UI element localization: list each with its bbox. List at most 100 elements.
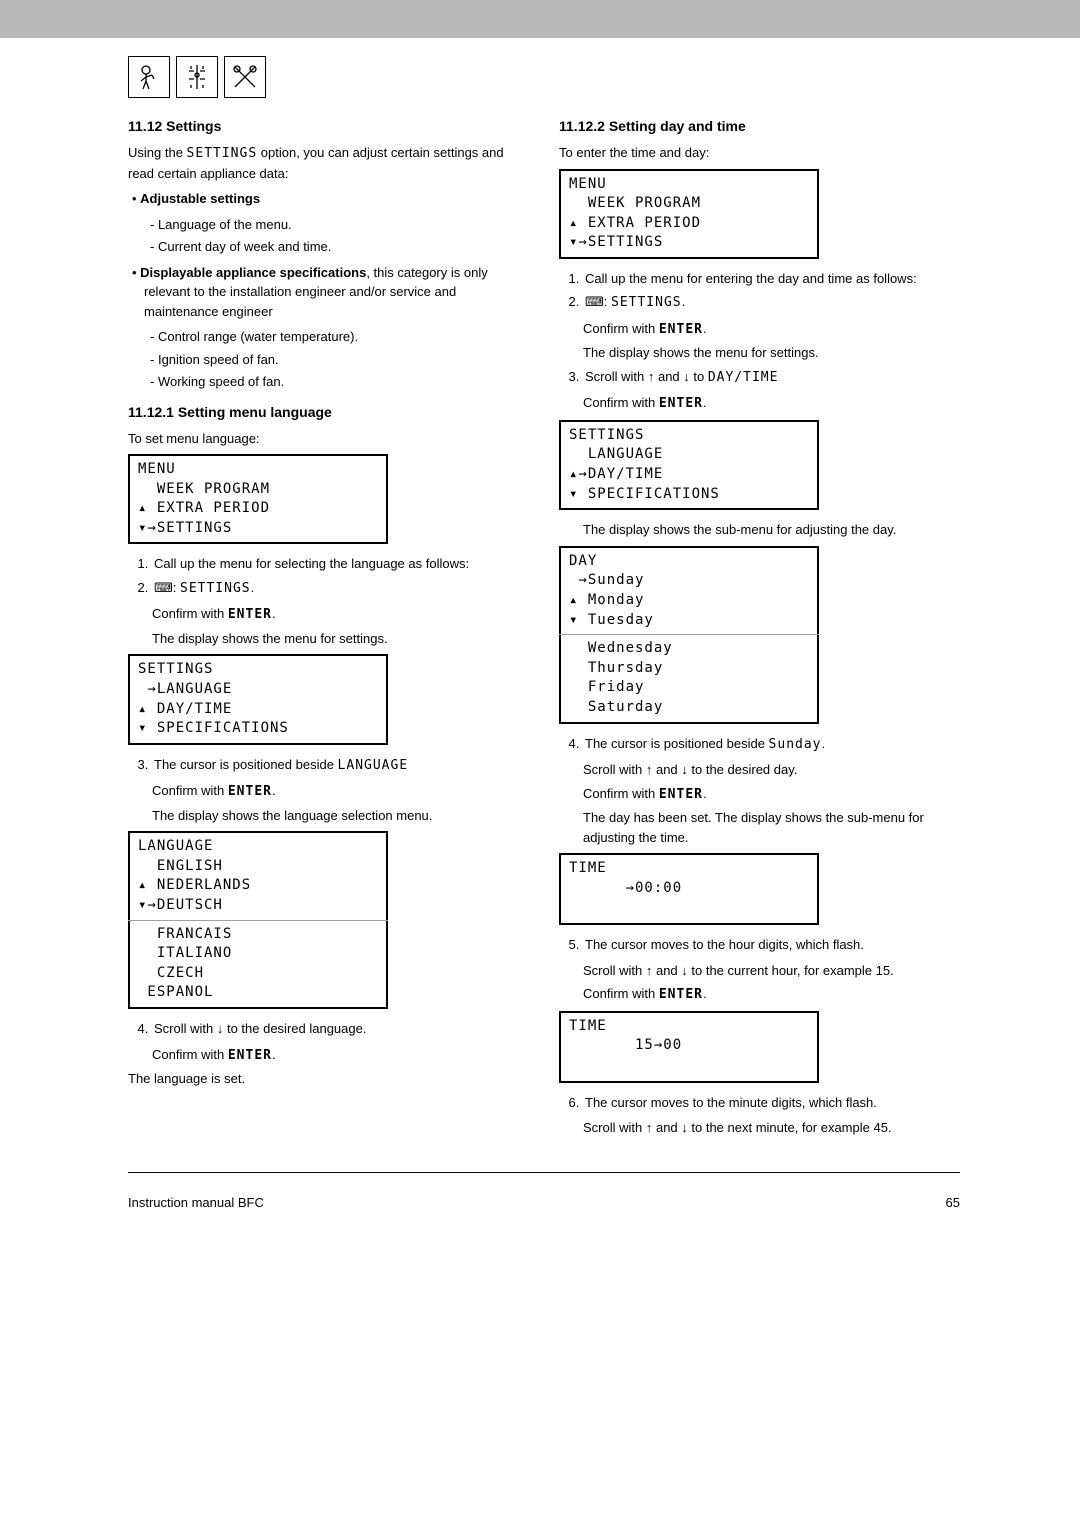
intro-a: Using the	[128, 145, 187, 160]
lang-step-2: ⌨: SETTINGS.	[152, 578, 529, 599]
lang-steps-3: The cursor is positioned beside LANGUAGE	[128, 755, 529, 776]
c4b: ENTER	[659, 322, 703, 337]
confirm-1: Confirm with ENTER.	[152, 604, 529, 625]
c5c: .	[703, 395, 707, 410]
c1c: .	[272, 606, 276, 621]
lcd-menu-1: MENU WEEK PROGRAM ▴ EXTRA PERIOD ▾→SETTI…	[128, 454, 388, 544]
dt-step-5: The cursor moves to the hour digits, whi…	[583, 935, 960, 955]
disp-sub: The display shows the sub-menu for adjus…	[583, 520, 960, 540]
tools-icon	[224, 56, 266, 98]
r4b: Sunday	[769, 737, 822, 752]
lcd-time-2: TIME 15→00	[559, 1011, 819, 1083]
intro-text: Using the SETTINGS option, you can adjus…	[128, 143, 529, 183]
dt-step-4: The cursor is positioned beside Sunday.	[583, 734, 960, 755]
main-content: 11.12 Settings Using the SETTINGS option…	[0, 98, 1080, 1142]
c7b: ENTER	[659, 987, 703, 1002]
footer-left: Instruction manual BFC	[128, 1193, 264, 1213]
lang-steps: Call up the menu for selecting the langu…	[128, 554, 529, 598]
lcd-lang-top: LANGUAGE ENGLISH ▴ NEDERLANDS ▾→DEUTSCH	[128, 831, 388, 919]
c5a: Confirm with	[583, 395, 659, 410]
dt-step-2: ⌨: SETTINGS.	[583, 292, 960, 313]
icon-row	[0, 38, 1080, 98]
r4a: The cursor is positioned beside	[585, 736, 769, 751]
dt-steps-4: The cursor is positioned beside Sunday.	[559, 734, 960, 755]
lang-step-3: The cursor is positioned beside LANGUAGE	[152, 755, 529, 776]
left-column: 11.12 Settings Using the SETTINGS option…	[128, 116, 529, 1142]
dt-steps-5: The cursor moves to the hour digits, whi…	[559, 935, 960, 955]
user-icon	[128, 56, 170, 98]
r2a: ⌨:	[585, 294, 611, 309]
right-column: 11.12.2 Setting day and time To enter th…	[559, 116, 960, 1142]
lcd-menu-2: MENU WEEK PROGRAM ▴ EXTRA PERIOD ▾→SETTI…	[559, 169, 819, 259]
r3b: DAY/TIME	[708, 370, 779, 385]
plumbing-icon	[176, 56, 218, 98]
lang-step-1: Call up the menu for selecting the langu…	[152, 554, 529, 574]
s2-pre: ⌨:	[154, 580, 180, 595]
dt-step-3: Scroll with ↑ and ↓ to DAY/TIME	[583, 367, 960, 388]
confirm-4: Confirm with ENTER.	[583, 319, 960, 340]
footer-right: 65	[946, 1193, 960, 1213]
c5b: ENTER	[659, 396, 703, 411]
scroll-hour: Scroll with ↑ and ↓ to the current hour,…	[583, 961, 960, 981]
c2b: ENTER	[228, 784, 272, 799]
confirm-7: Confirm with ENTER.	[583, 984, 960, 1005]
c7a: Confirm with	[583, 986, 659, 1001]
section-11-12-1: 11.12.1 Setting menu language	[128, 402, 529, 423]
disp-3: Working speed of fan.	[162, 372, 529, 392]
daytime-intro: To enter the time and day:	[559, 143, 960, 163]
disp-1: Control range (water temperature).	[162, 327, 529, 347]
lang-set: The language is set.	[128, 1069, 529, 1089]
dt-steps-3: Scroll with ↑ and ↓ to DAY/TIME	[559, 367, 960, 388]
adjustable-settings: Adjustable settings	[128, 189, 529, 209]
lcd-settings-2: SETTINGS LANGUAGE ▴→DAY/TIME ▾ SPECIFICA…	[559, 420, 819, 510]
disp-shows-2: The display shows the menu for settings.	[583, 343, 960, 363]
confirm-2: Confirm with ENTER.	[152, 781, 529, 802]
adj-2: Current day of week and time.	[162, 237, 529, 257]
lcd-time-1: TIME →00:00	[559, 853, 819, 925]
lcd-lang-bottom: FRANCAIS ITALIANO CZECH ESPANOL	[128, 921, 388, 1009]
intro-code: SETTINGS	[187, 146, 258, 161]
disp-title: Displayable appliance specifications	[140, 265, 366, 280]
c1b: ENTER	[228, 607, 272, 622]
r2b: SETTINGS	[611, 295, 682, 310]
disp-shows-1: The display shows the menu for settings.	[152, 629, 529, 649]
disp-list: Control range (water temperature). Ignit…	[128, 327, 529, 392]
c2a: Confirm with	[152, 783, 228, 798]
section-11-12-2: 11.12.2 Setting day and time	[559, 116, 960, 137]
scroll-day: Scroll with ↑ and ↓ to the desired day.	[583, 760, 960, 780]
disp-lang: The display shows the language selection…	[152, 806, 529, 826]
c1a: Confirm with	[152, 606, 228, 621]
lang-steps-4: Scroll with ↓ to the desired language.	[128, 1019, 529, 1039]
c2c: .	[272, 783, 276, 798]
section-11-12: 11.12 Settings	[128, 116, 529, 137]
disp-2: Ignition speed of fan.	[162, 350, 529, 370]
dt-step-6: The cursor moves to the minute digits, w…	[583, 1093, 960, 1113]
displayable-specs: Displayable appliance specifications, th…	[128, 263, 529, 322]
s2-code: SETTINGS	[180, 581, 251, 596]
dt-step-1: Call up the menu for entering the day an…	[583, 269, 960, 289]
r2c: .	[682, 294, 686, 309]
confirm-6: Confirm with ENTER.	[583, 784, 960, 805]
s2-suf: .	[251, 580, 255, 595]
confirm-3: Confirm with ENTER.	[152, 1045, 529, 1066]
c4c: .	[703, 321, 707, 336]
adj-list: Language of the menu. Current day of wee…	[128, 215, 529, 257]
s3a: The cursor is positioned beside	[154, 757, 338, 772]
day-set: The day has been set. The display shows …	[583, 808, 960, 847]
r4c: .	[822, 736, 826, 751]
c7c: .	[703, 986, 707, 1001]
scroll-min: Scroll with ↑ and ↓ to the next minute, …	[583, 1118, 960, 1138]
c4a: Confirm with	[583, 321, 659, 336]
adj-1: Language of the menu.	[162, 215, 529, 235]
confirm-5: Confirm with ENTER.	[583, 393, 960, 414]
dt-steps: Call up the menu for entering the day an…	[559, 269, 960, 313]
c6a: Confirm with	[583, 786, 659, 801]
lcd-day-top: DAY →Sunday ▴ Monday ▾ Tuesday	[559, 546, 819, 634]
set-lang-intro: To set menu language:	[128, 429, 529, 449]
s3b: LANGUAGE	[338, 758, 409, 773]
lcd-settings-1: SETTINGS →LANGUAGE ▴ DAY/TIME ▾ SPECIFIC…	[128, 654, 388, 744]
adj-title: Adjustable settings	[140, 191, 260, 206]
disp-bullets: Displayable appliance specifications, th…	[128, 263, 529, 322]
c3c: .	[272, 1047, 276, 1062]
c6b: ENTER	[659, 787, 703, 802]
